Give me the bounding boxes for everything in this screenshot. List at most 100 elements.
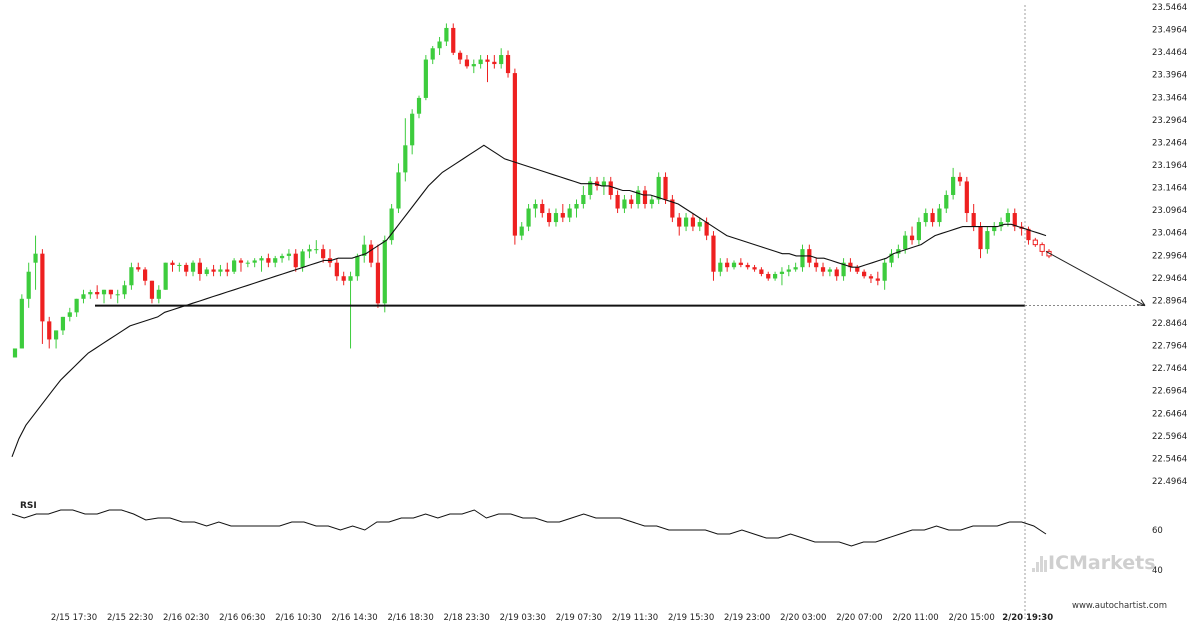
- rsi-tick-label: 60: [1152, 526, 1163, 536]
- candle: [683, 213, 689, 232]
- rsi-tick-label: 40: [1152, 566, 1163, 576]
- candle-body: [382, 240, 387, 304]
- candle-body: [505, 55, 511, 74]
- candle: [560, 204, 565, 223]
- candle: [115, 289, 120, 304]
- candle-body: [800, 249, 805, 268]
- candle-body: [738, 262, 743, 265]
- price-tick-label: 23.5464: [1152, 3, 1187, 13]
- candle: [766, 271, 771, 281]
- candle-body: [286, 253, 292, 256]
- brand-logo-bar: [1040, 556, 1043, 572]
- price-tick-label: 22.8464: [1152, 319, 1187, 329]
- candle: [136, 262, 141, 272]
- candle-body: [889, 253, 894, 263]
- time-tick-label: 2/16 18:30: [387, 613, 433, 623]
- candle-body: [834, 269, 839, 277]
- candle: [957, 172, 963, 186]
- time-tick-label: 2/20 03:00: [780, 613, 826, 623]
- candle-body: [81, 294, 86, 299]
- candle-body: [225, 269, 230, 272]
- price-tick-label: 23.1464: [1152, 184, 1187, 194]
- rsi-label: RSI: [20, 501, 37, 511]
- candle-body: [601, 181, 607, 186]
- candle: [266, 253, 271, 268]
- candle: [293, 249, 298, 272]
- candle: [273, 255, 278, 268]
- candle-body: [903, 235, 908, 250]
- candle-body: [957, 176, 963, 182]
- candle: [827, 267, 832, 277]
- candle-body: [923, 213, 928, 223]
- time-tick-label: 2/20 07:00: [836, 613, 882, 623]
- price-axis: 23.5464 23.4964 23.4464 23.3964 23.3464 23.29…: [1152, 3, 1187, 487]
- price-tick-label: 23.2964: [1152, 116, 1187, 126]
- candle: [964, 176, 969, 223]
- candle-body: [1039, 244, 1045, 252]
- candle: [321, 244, 326, 263]
- candle-body: [108, 289, 113, 295]
- price-tick-label: 22.7464: [1152, 364, 1187, 374]
- candle: [574, 199, 579, 218]
- candle-body: [594, 181, 600, 186]
- candle: [978, 222, 983, 259]
- candle-body: [218, 269, 223, 272]
- candle: [629, 194, 634, 209]
- candle: [1032, 237, 1038, 247]
- candle: [731, 260, 737, 270]
- candle-body: [793, 267, 798, 270]
- candle: [505, 50, 511, 78]
- candle: [512, 68, 517, 245]
- candle-body: [690, 217, 696, 227]
- candle-body: [820, 267, 826, 272]
- candle: [143, 267, 148, 286]
- candle: [245, 260, 250, 268]
- candle-body: [944, 194, 949, 209]
- candle-body: [772, 273, 778, 279]
- candle-body: [368, 244, 374, 263]
- price-tick-label: 22.8964: [1152, 296, 1187, 306]
- candle: [355, 253, 360, 281]
- candle: [738, 258, 743, 268]
- candle-body: [560, 213, 565, 218]
- candle-body: [615, 194, 620, 209]
- candle: [882, 258, 887, 290]
- time-tick-label: 2/19 03:30: [500, 613, 546, 623]
- time-tick-label: 2/20 15:00: [948, 613, 994, 623]
- candle: [19, 294, 24, 349]
- price-tick-label: 22.4964: [1152, 477, 1187, 487]
- candle: [930, 208, 935, 227]
- candle: [471, 59, 476, 74]
- candle: [211, 264, 216, 277]
- candle: [909, 226, 915, 245]
- price-tick-label: 22.6464: [1152, 409, 1187, 419]
- candle: [177, 262, 182, 272]
- candle: [492, 55, 497, 69]
- rsi-panel: RSI 60 40: [11, 501, 1163, 576]
- candle-body: [567, 208, 572, 218]
- candle: [286, 249, 292, 261]
- candle: [814, 258, 819, 272]
- candle-body: [547, 213, 552, 223]
- candle: [129, 262, 134, 290]
- candle-body: [410, 113, 415, 146]
- candle: [615, 190, 620, 214]
- candle-body: [1012, 213, 1017, 227]
- candle-body: [930, 213, 935, 223]
- candle: [677, 213, 682, 236]
- time-tick-label: 2/16 02:30: [163, 613, 209, 623]
- price-tick-label: 22.6964: [1152, 387, 1187, 397]
- candle: [478, 55, 483, 69]
- candle: [252, 258, 257, 268]
- candle: [60, 316, 66, 335]
- candle-body: [978, 226, 983, 250]
- candle-body: [704, 222, 709, 236]
- candle: [149, 280, 155, 304]
- candle-body: [677, 217, 682, 227]
- candle: [779, 267, 785, 286]
- candle: [499, 48, 504, 69]
- candle-body: [293, 253, 298, 268]
- candle-body: [170, 262, 175, 265]
- candle: [40, 249, 45, 344]
- time-tick-label: 2/19 07:30: [556, 613, 602, 623]
